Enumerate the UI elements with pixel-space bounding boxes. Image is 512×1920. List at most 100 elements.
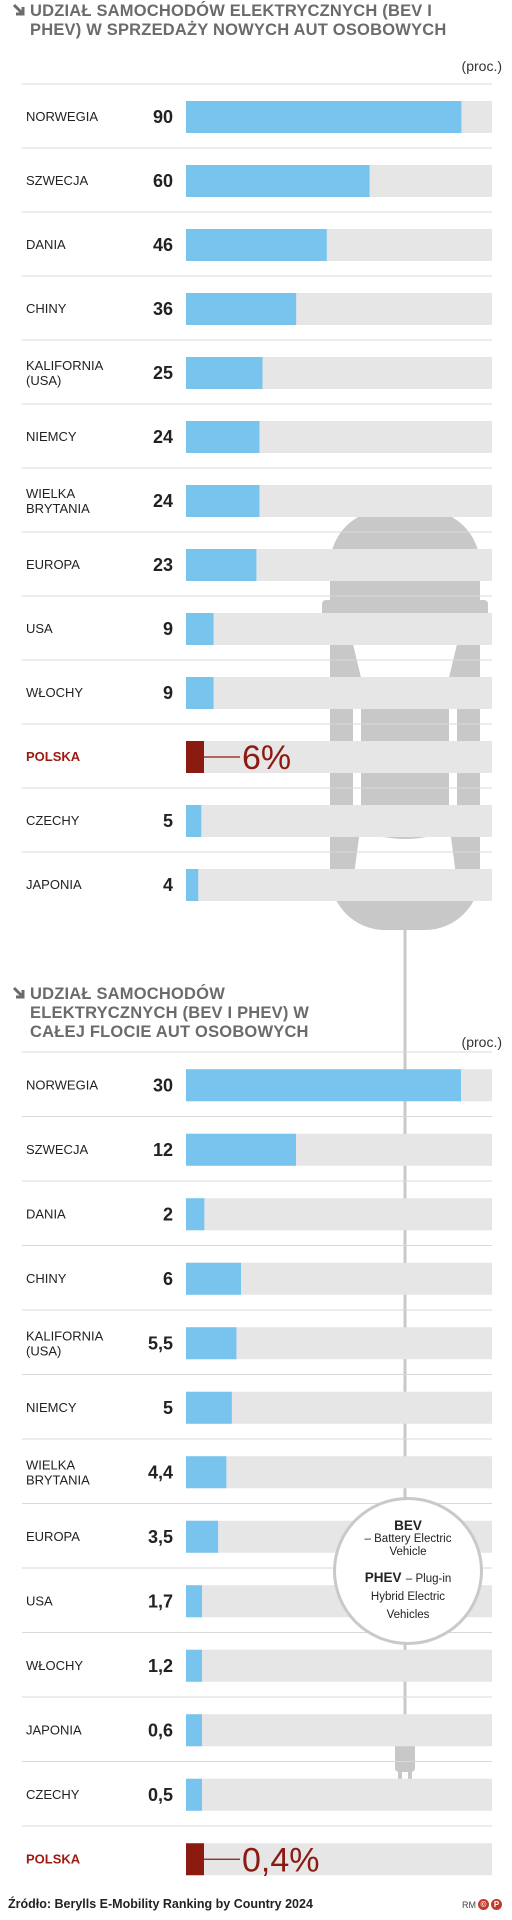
category-label: SZWECJA <box>26 173 88 188</box>
category-label: SZWECJA <box>26 1142 88 1157</box>
category-label: WIELKA BRYTANIA <box>26 486 90 516</box>
category-label: WŁOCHY <box>26 1658 83 1673</box>
data-bar <box>186 1778 202 1811</box>
data-bar <box>186 677 214 709</box>
chart2-title-text: UDZIAŁ SAMOCHODÓW ELEKTRYCZNYCH (BEV I P… <box>30 985 310 1041</box>
highlight-value-label: 6% <box>242 739 291 777</box>
value-label: 60 <box>153 171 173 191</box>
bar-track <box>186 613 492 645</box>
value-label: 24 <box>153 427 173 447</box>
source-text: Źródło: Berylls E-Mobility Ranking by Co… <box>8 1897 313 1911</box>
value-label: 36 <box>153 299 173 319</box>
data-bar <box>186 741 204 773</box>
data-bar <box>186 1391 232 1424</box>
value-label: 46 <box>153 235 173 255</box>
legend-bev-desc: – Battery Electric Vehicle <box>364 1533 452 1558</box>
category-label: NORWEGIA <box>26 1077 98 1092</box>
bar-track <box>186 1649 492 1682</box>
data-bar <box>186 1327 237 1360</box>
bar-track <box>186 1327 492 1360</box>
value-label: 30 <box>153 1075 173 1095</box>
category-label: POLSKA <box>26 1851 81 1866</box>
copyright-icon: © <box>478 1899 489 1910</box>
chart1-title: UDZIAŁ SAMOCHODÓW ELEKTRYCZNYCH (BEV I P… <box>12 2 452 40</box>
category-label: USA <box>26 621 53 636</box>
category-label: CZECHY <box>26 813 80 828</box>
category-label: DANIA <box>26 1206 66 1221</box>
category-label: CZECHY <box>26 1787 80 1802</box>
value-label: 0,5 <box>148 1785 173 1805</box>
legend-circle: BEV – Battery Electric Vehicle PHEV – Pl… <box>333 1497 483 1645</box>
category-label: POLSKA <box>26 749 81 764</box>
chart1-unit: (proc.) <box>461 58 502 74</box>
category-label: WŁOCHY <box>26 685 83 700</box>
bar-track <box>186 677 492 709</box>
data-bar <box>186 1714 202 1747</box>
data-bar <box>186 1262 241 1295</box>
arrow-down-right-icon <box>12 3 25 16</box>
category-label: WIELKA BRYTANIA <box>26 1457 90 1487</box>
data-bar <box>186 357 263 389</box>
category-label: JAPONIA <box>26 1722 82 1737</box>
value-label: 9 <box>163 619 173 639</box>
data-bar <box>186 869 199 901</box>
logo-text: RM <box>462 1899 476 1910</box>
bar-track <box>186 1198 492 1231</box>
data-bar <box>186 165 370 197</box>
chart2-unit: (proc.) <box>461 1034 502 1050</box>
bar-track <box>186 1714 492 1747</box>
value-label: 9 <box>163 683 173 703</box>
data-bar <box>186 1133 296 1166</box>
value-label: 6 <box>163 1269 173 1289</box>
value-label: 4,4 <box>148 1462 173 1482</box>
value-label: 4 <box>163 875 173 895</box>
chart1-title-text: UDZIAŁ SAMOCHODÓW ELEKTRYCZNYCH (BEV I P… <box>30 2 447 39</box>
bar-track <box>186 1778 492 1811</box>
bar-track <box>186 1456 492 1489</box>
data-bar <box>186 101 462 133</box>
value-label: 5 <box>163 811 173 831</box>
arrow-down-right-icon <box>12 986 25 999</box>
highlight-value-label: 0,4% <box>242 1841 320 1879</box>
data-bar <box>186 1520 219 1553</box>
data-bar <box>186 1198 205 1231</box>
chart2-title: UDZIAŁ SAMOCHODÓW ELEKTRYCZNYCH (BEV I P… <box>12 985 452 1042</box>
p-icon: P <box>491 1899 502 1910</box>
data-bar <box>186 229 327 261</box>
data-bar <box>186 1069 461 1102</box>
data-bar <box>186 293 297 325</box>
value-label: 12 <box>153 1140 173 1160</box>
value-label: 2 <box>163 1204 173 1224</box>
value-label: 5,5 <box>148 1333 173 1353</box>
bar-track <box>186 805 492 837</box>
value-label: 24 <box>153 491 173 511</box>
data-bar <box>186 421 260 453</box>
publisher-logo: RM © P <box>462 1899 502 1910</box>
data-bar <box>186 805 202 837</box>
value-label: 0,6 <box>148 1720 173 1740</box>
value-label: 5 <box>163 1398 173 1418</box>
category-label: CHINY <box>26 1271 67 1286</box>
data-bar <box>186 1649 202 1682</box>
data-bar <box>186 1456 227 1489</box>
bar-track <box>186 869 492 901</box>
data-bar <box>186 613 214 645</box>
data-bar <box>186 485 260 517</box>
value-label: 90 <box>153 107 173 127</box>
category-label: EUROPA <box>26 557 80 572</box>
data-bar <box>186 1585 202 1618</box>
category-label: NIEMCY <box>26 1400 77 1415</box>
value-label: 1,7 <box>148 1591 173 1611</box>
category-label: DANIA <box>26 237 66 252</box>
category-label: CHINY <box>26 301 67 316</box>
category-label: NORWEGIA <box>26 109 98 124</box>
bar-track <box>186 1391 492 1424</box>
data-bar <box>186 1843 204 1876</box>
category-label: EUROPA <box>26 1529 80 1544</box>
legend-phev-desc: – Plug-in Hybrid Electric Vehicles <box>370 1573 452 1621</box>
category-label: USA <box>26 1593 53 1608</box>
value-label: 23 <box>153 555 173 575</box>
value-label: 25 <box>153 363 173 383</box>
legend-bev-abbr: BEV <box>394 1518 422 1533</box>
category-label: KALIFORNIA (USA) <box>26 1328 104 1358</box>
